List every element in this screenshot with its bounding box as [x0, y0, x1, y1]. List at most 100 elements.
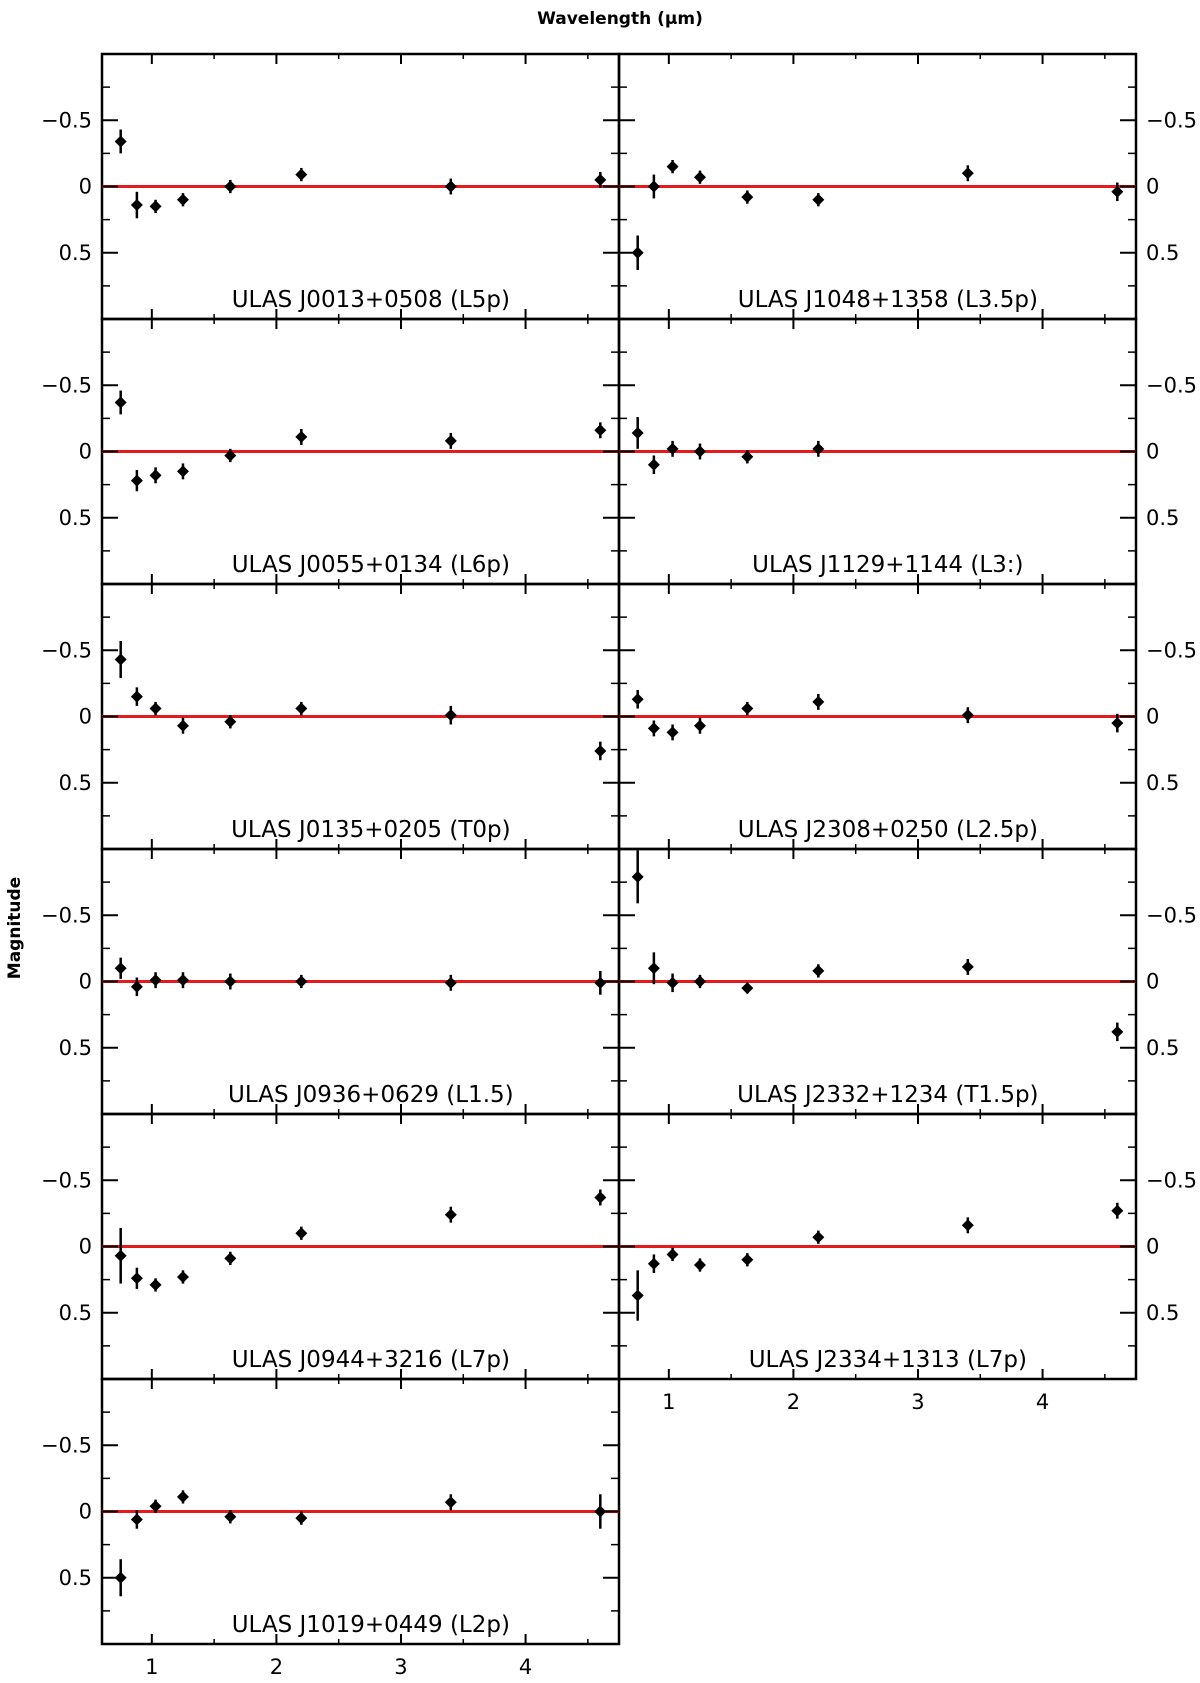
data-point — [693, 719, 706, 732]
data-point — [176, 1490, 189, 1503]
panel: −0.5 0 0.5 ULAS J0013+0508 (L5p) — [41, 52, 621, 321]
panel-label: ULAS J1019+0449 (L2p) — [232, 1612, 510, 1638]
x-tick-label: 3 — [911, 1390, 924, 1414]
data-point — [594, 424, 607, 437]
data-point — [647, 458, 660, 471]
data-point — [1111, 1025, 1124, 1038]
data-point — [594, 173, 607, 186]
data-point — [224, 1510, 237, 1523]
data-point — [224, 975, 237, 988]
panel: −0.5 0 0.5 1 2 3 4 ULAS J1019+0449 (L2p) — [41, 1377, 621, 1679]
data-point — [295, 1227, 308, 1240]
panel-label: ULAS J2332+1234 (T1.5p) — [737, 1082, 1038, 1108]
data-point — [647, 180, 660, 193]
y-tick-label: 0.5 — [59, 771, 92, 795]
data-point — [130, 199, 143, 212]
y-tick-label: −0.5 — [41, 1168, 92, 1192]
data-point — [176, 1270, 189, 1283]
data-point — [741, 1253, 754, 1266]
y-tick-label: 0.5 — [1146, 1036, 1179, 1060]
y-tick-label: 0 — [1146, 175, 1159, 199]
y-tick-label: 0 — [1146, 440, 1159, 464]
panel: −0.5 0 0.5 ULAS J2332+1234 (T1.5p) — [617, 847, 1197, 1116]
y-tick-label: 0.5 — [1146, 1301, 1179, 1325]
data-point — [647, 962, 660, 975]
data-point — [295, 168, 308, 181]
data-point — [631, 693, 644, 706]
panel: −0.5 0 0.5 ULAS J0055+0134 (L6p) — [41, 317, 621, 586]
y-tick-label: 0.5 — [59, 1566, 92, 1590]
y-tick-label: −0.5 — [1146, 903, 1197, 927]
data-point — [130, 474, 143, 487]
data-point — [149, 1278, 162, 1291]
data-point — [666, 442, 679, 455]
y-axis-title: Magnitude — [5, 877, 25, 979]
panel-label: ULAS J1048+1358 (L3.5p) — [738, 287, 1038, 313]
x-axis-title: Wavelength (μm) — [537, 9, 703, 29]
x-tick-label: 1 — [145, 1655, 158, 1679]
panel-label: ULAS J0944+3216 (L7p) — [232, 1347, 510, 1373]
data-point — [130, 980, 143, 993]
data-point — [812, 1231, 825, 1244]
y-tick-label: −0.5 — [41, 1433, 92, 1457]
panel: −0.5 0 0.5 ULAS J0135+0205 (T0p) — [41, 582, 621, 851]
y-tick-label: 0 — [1146, 970, 1159, 994]
data-point — [130, 690, 143, 703]
panel-label: ULAS J0055+0134 (L6p) — [232, 552, 510, 578]
data-point — [114, 1249, 127, 1262]
x-tick-label: 2 — [270, 1655, 283, 1679]
y-tick-label: 0 — [1146, 705, 1159, 729]
data-point — [812, 442, 825, 455]
data-point — [1111, 1204, 1124, 1217]
y-tick-label: 0.5 — [1146, 241, 1179, 265]
y-tick-label: −0.5 — [1146, 373, 1197, 397]
data-point — [594, 744, 607, 757]
y-tick-label: 0 — [79, 970, 92, 994]
panel-label: ULAS J1129+1144 (L3:) — [752, 552, 1023, 578]
data-point — [149, 702, 162, 715]
y-tick-label: 0 — [79, 705, 92, 729]
y-tick-label: −0.5 — [1146, 1168, 1197, 1192]
data-point — [295, 702, 308, 715]
data-point — [444, 1208, 457, 1221]
data-point — [594, 1191, 607, 1204]
data-point — [149, 1500, 162, 1513]
data-point — [224, 715, 237, 728]
y-tick-label: −0.5 — [41, 108, 92, 132]
panel-label: ULAS J0013+0508 (L5p) — [232, 287, 510, 313]
data-point — [741, 450, 754, 463]
data-point — [114, 1571, 127, 1584]
data-point — [176, 193, 189, 206]
panel: −0.5 0 0.5 ULAS J1048+1358 (L3.5p) — [617, 52, 1197, 321]
data-point — [961, 960, 974, 973]
data-point — [693, 445, 706, 458]
data-point — [224, 180, 237, 193]
data-point — [444, 709, 457, 722]
data-point — [647, 722, 660, 735]
y-tick-label: 0.5 — [1146, 506, 1179, 530]
panel-label: ULAS J2334+1313 (L7p) — [749, 1347, 1027, 1373]
data-point — [1111, 185, 1124, 198]
data-point — [812, 193, 825, 206]
data-point — [741, 702, 754, 715]
y-tick-label: −0.5 — [41, 638, 92, 662]
data-point — [693, 975, 706, 988]
data-point — [114, 962, 127, 975]
data-point — [130, 1513, 143, 1526]
data-point — [666, 1248, 679, 1261]
y-tick-label: 0.5 — [59, 1301, 92, 1325]
panels: −0.5 0 0.5 ULAS J0013+0508 (L5p) −0.5 0 0.5 ULA… — [41, 52, 1197, 1679]
data-point — [444, 434, 457, 447]
panel: −0.5 0 0.5 ULAS J0944+3216 (L7p) — [41, 1112, 621, 1381]
x-tick-label: 2 — [787, 1390, 800, 1414]
data-point — [149, 200, 162, 213]
data-point — [693, 171, 706, 184]
y-tick-label: −0.5 — [1146, 108, 1197, 132]
y-tick-label: 0 — [79, 175, 92, 199]
data-point — [594, 1505, 607, 1518]
data-point — [114, 135, 127, 148]
data-point — [812, 964, 825, 977]
data-point — [631, 426, 644, 439]
data-point — [176, 719, 189, 732]
data-point — [631, 246, 644, 259]
